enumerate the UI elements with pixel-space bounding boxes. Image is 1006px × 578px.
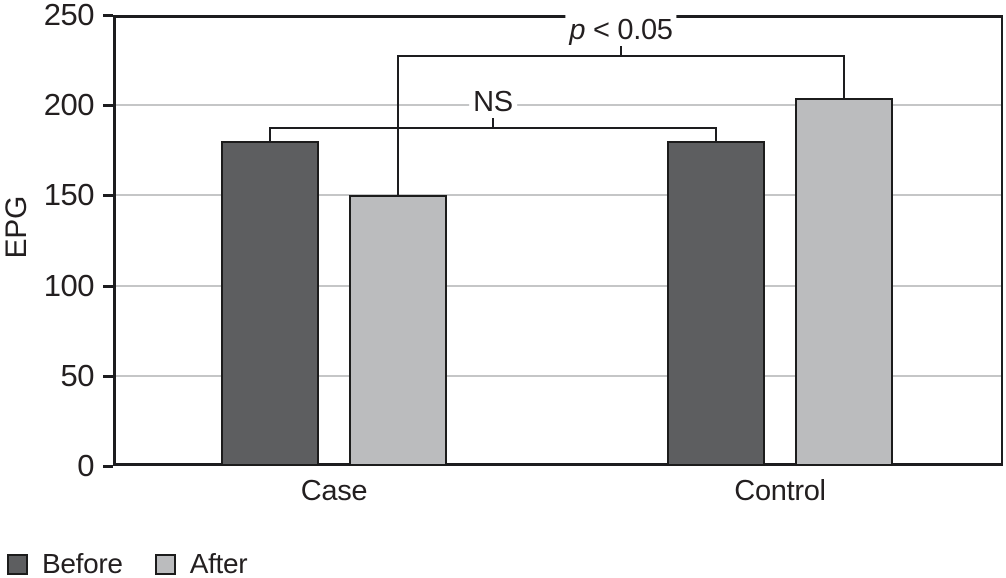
plot-top-border xyxy=(113,15,1003,18)
x-category-label-case: Case xyxy=(300,475,368,507)
gridline-50 xyxy=(113,374,1003,377)
y-tick-label-150: 150 xyxy=(43,177,95,213)
legend-item-before: Before xyxy=(7,548,123,578)
legend-label-before: Before xyxy=(42,548,123,578)
p-bracket-label: p < 0.05 xyxy=(565,14,677,45)
p-bracket-center-tick xyxy=(620,45,622,55)
bar-control-after xyxy=(795,97,893,466)
x-axis-line xyxy=(113,463,1003,466)
x-category-label-control: Control xyxy=(734,475,826,507)
legend: Before After xyxy=(7,548,248,578)
y-tick-0 xyxy=(103,465,113,468)
y-tick-100 xyxy=(103,284,113,288)
gridline-100 xyxy=(113,284,1003,287)
p-bracket-leg-1 xyxy=(397,54,399,198)
bar-case-after xyxy=(349,195,447,466)
ns-bracket-leg-2 xyxy=(715,126,717,144)
y-tick-label-250: 250 xyxy=(43,0,95,32)
ns-bracket-label: NS xyxy=(469,86,517,117)
p-bracket-leg-2 xyxy=(843,54,845,100)
y-tick-label-50: 50 xyxy=(60,357,95,393)
plot-right-border xyxy=(1001,15,1003,466)
y-tick-label-100: 100 xyxy=(43,267,95,303)
ns-bracket-center-tick xyxy=(492,117,494,127)
gridline-150 xyxy=(113,194,1003,197)
legend-swatch-after xyxy=(154,553,176,575)
bar-case-before xyxy=(221,141,319,466)
ns-bracket-leg-1 xyxy=(269,126,271,144)
y-tick-250 xyxy=(103,14,113,17)
y-tick-150 xyxy=(103,194,113,198)
bar-control-before xyxy=(667,141,765,466)
y-tick-50 xyxy=(103,374,113,378)
plot-area: NS p < 0.05 0 50 100 150 200 250 xyxy=(44,0,1003,482)
y-tick-200 xyxy=(103,104,113,108)
y-tick-label-0: 0 xyxy=(77,448,94,483)
ns-bracket-line xyxy=(270,126,716,129)
p-bracket-line xyxy=(398,54,844,57)
legend-swatch-before xyxy=(7,553,28,575)
y-tick-label-200: 200 xyxy=(43,87,95,123)
gridline-200 xyxy=(113,104,1003,107)
legend-label-after: After xyxy=(189,548,248,578)
y-axis-line xyxy=(113,15,116,466)
legend-item-after: After xyxy=(154,548,248,578)
